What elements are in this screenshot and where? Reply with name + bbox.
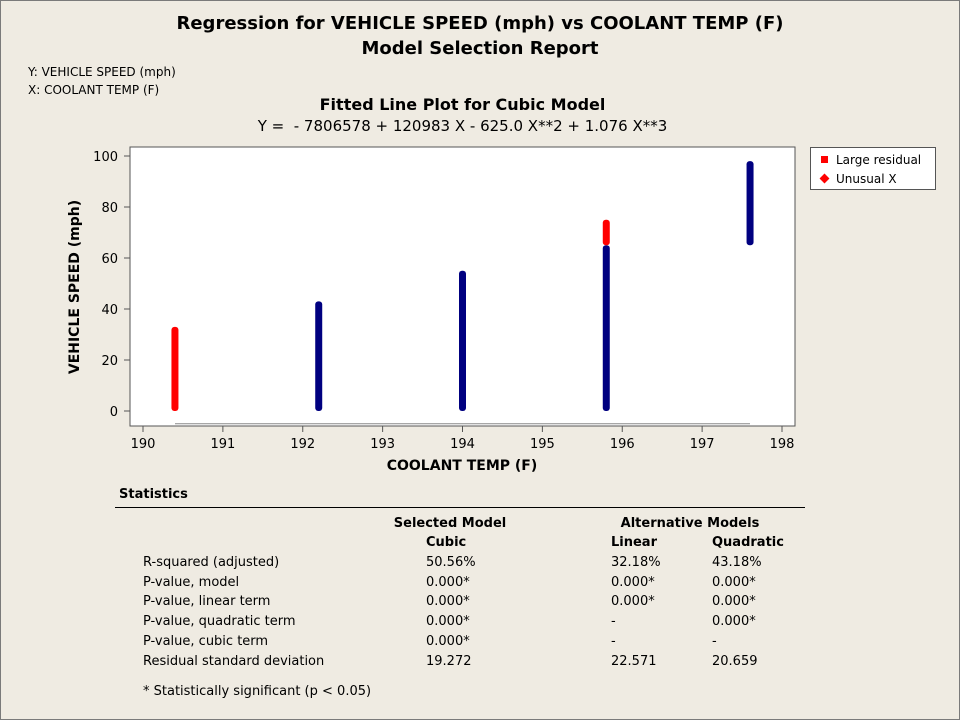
legend-item-large-residual: Large residual (821, 152, 921, 168)
statistics-divider (115, 507, 805, 508)
legend-label: Unusual X (836, 172, 897, 186)
stat-value: - (712, 633, 717, 649)
alternative-models-header: Alternative Models (620, 516, 760, 531)
stat-value: 20.659 (712, 653, 758, 669)
x-tick-label: 193 (370, 437, 395, 452)
stat-row-label: P-value, cubic term (143, 633, 269, 649)
column-quadratic: Quadratic (712, 535, 784, 550)
significance-footnote: * Statistically significant (p < 0.05) (143, 684, 372, 699)
observation-column (459, 270, 466, 411)
stat-row-label: R-squared (adjusted) (143, 555, 280, 570)
large-residual-column (171, 326, 179, 411)
diamond-marker-icon (819, 173, 830, 184)
stat-value: 0.000* (426, 574, 470, 590)
stat-row-label: Residual standard deviation (143, 653, 325, 669)
x-tick-label: 195 (530, 437, 555, 452)
x-tick-label: 192 (290, 437, 315, 452)
x-tick-label: 197 (690, 437, 715, 452)
x-tick-label: 194 (450, 437, 475, 452)
stat-row-label: P-value, model (143, 574, 240, 590)
stat-row-label: P-value, quadratic term (143, 614, 296, 630)
x-tick-label: 191 (210, 437, 235, 452)
stat-value: 50.56% (426, 555, 476, 570)
stat-value: 43.18% (712, 555, 762, 570)
x-tick-label: 196 (610, 437, 635, 452)
data-points (171, 161, 754, 411)
legend-label: Large residual (836, 153, 922, 167)
stat-value: 0.000* (712, 594, 756, 610)
statistics-heading: Statistics (119, 487, 188, 502)
stat-value: 0.000* (426, 594, 470, 610)
y-tick-label: 100 (93, 150, 118, 165)
stat-value: 0.000* (426, 633, 470, 649)
y-variable-label: Y: VEHICLE SPEED (mph) (28, 65, 176, 79)
chart-legend: Large residual Unusual X (810, 147, 936, 190)
y-tick-label: 20 (101, 354, 118, 369)
y-tick-label: 80 (101, 201, 118, 216)
observation-column (746, 161, 754, 246)
stat-value: - (611, 614, 616, 630)
stat-value: - (611, 633, 616, 649)
stat-value: 0.000* (712, 614, 756, 630)
stat-value: 32.18% (611, 555, 661, 570)
stat-value: 19.272 (426, 653, 472, 669)
column-cubic: Cubic (426, 535, 467, 550)
x-variable-label: X: COOLANT TEMP (F) (28, 83, 160, 97)
y-axis: 0 20 40 60 80 100 (93, 150, 130, 420)
x-axis: 190 191 192 193 194 195 196 197 198 (131, 426, 795, 452)
y-axis-label: VEHICLE SPEED (mph) (67, 200, 83, 374)
x-tick-label: 190 (131, 437, 156, 452)
x-axis-label: COOLANT TEMP (F) (387, 458, 538, 474)
report-title: Regression for VEHICLE SPEED (mph) vs CO… (176, 13, 784, 34)
stat-row-label: P-value, linear term (143, 594, 271, 610)
column-linear: Linear (611, 535, 657, 550)
x-tick-label: 198 (770, 437, 795, 452)
y-tick-label: 60 (101, 252, 118, 267)
plot-title: Fitted Line Plot for Cubic Model (319, 95, 606, 114)
stat-value: 0.000* (712, 574, 756, 590)
legend-item-unusual-x: Unusual X (819, 171, 897, 187)
report-subtitle: Model Selection Report (361, 38, 599, 59)
large-residual-column (602, 219, 610, 246)
square-marker-icon (821, 156, 828, 163)
stat-value: 0.000* (611, 574, 655, 590)
y-tick-label: 0 (110, 405, 118, 420)
selected-model-header: Selected Model (393, 516, 507, 531)
stat-value: 0.000* (611, 594, 655, 610)
stat-value: 22.571 (611, 653, 657, 669)
stat-value: 0.000* (426, 614, 470, 630)
fitted-equation: Y = - 7806578 + 120983 X - 625.0 X**2 + … (257, 117, 668, 135)
observation-column (602, 245, 610, 411)
y-tick-label: 40 (101, 303, 118, 318)
observation-column (315, 301, 323, 411)
